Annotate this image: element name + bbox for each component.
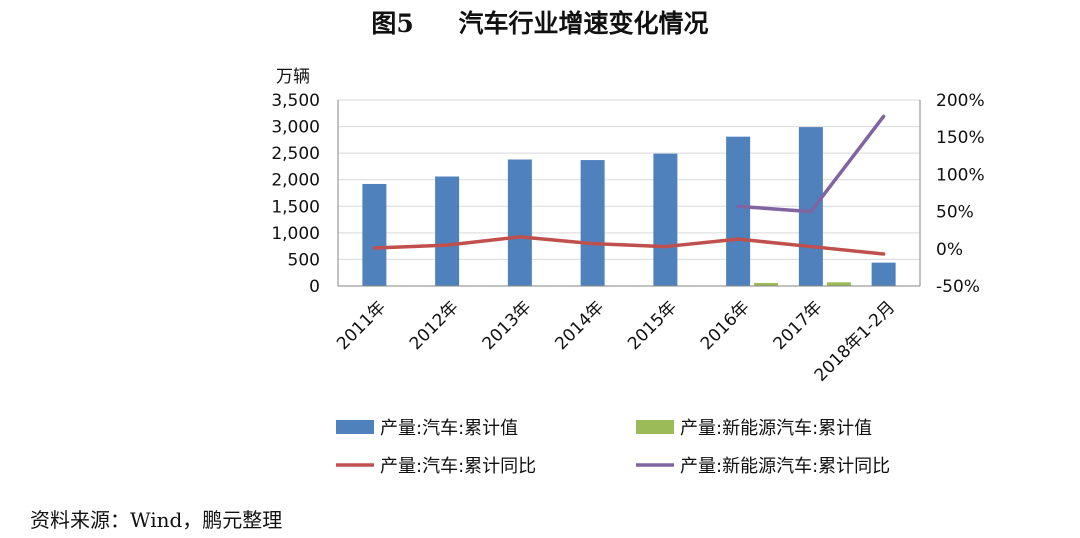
y-right-tick-label: 50% — [936, 203, 974, 223]
legend-label: 产量:汽车:累计值 — [380, 418, 518, 439]
source-note: 资料来源：Wind，鹏元整理 — [30, 508, 283, 532]
y-left-tick-label: 3,500 — [271, 91, 320, 111]
legend-swatch — [636, 420, 674, 434]
legend-label: 产量:汽车:累计同比 — [380, 456, 536, 477]
x-tick-label: 2016年 — [697, 297, 754, 354]
chart-title-text: 汽车行业增速变化情况 — [458, 9, 709, 38]
y-left-tick-label: 3,000 — [271, 118, 320, 138]
y-left-tick-label: 0 — [309, 277, 320, 297]
y-left-tick-label: 500 — [288, 250, 320, 270]
line-auto-yoy — [372, 235, 886, 256]
y-left-tick-label: 2,000 — [271, 171, 320, 191]
x-tick-label: 2012年 — [406, 297, 463, 354]
legend-swatch — [336, 420, 374, 434]
x-tick-label: 2015年 — [624, 297, 681, 354]
bar-nev-production — [826, 282, 851, 286]
bar-auto-production — [435, 176, 460, 286]
y-right-tick-label: -50% — [936, 277, 980, 297]
chart-title: 图5 汽车行业增速变化情况 — [0, 4, 1080, 40]
line-nev-yoy — [736, 114, 886, 214]
x-tick-label: 2013年 — [479, 297, 536, 354]
x-tick-label: 2014年 — [551, 297, 608, 354]
bar-auto-production — [507, 159, 532, 286]
y-left-tick-label: 1,000 — [271, 224, 320, 244]
y-right-tick-label: 150% — [936, 128, 985, 148]
y-right-tick-label: 200% — [936, 91, 985, 111]
bar-auto-production — [653, 153, 678, 286]
bar-auto-production — [362, 183, 387, 286]
y-left-tick-label: 1,500 — [271, 197, 320, 217]
bar-auto-production — [580, 160, 605, 286]
bar-auto-production — [871, 262, 896, 286]
legend-label: 产量:新能源汽车:累计同比 — [680, 456, 890, 477]
chart-title-number: 图5 — [371, 9, 414, 38]
x-tick-label: 2017年 — [770, 297, 827, 354]
legend-label: 产量:新能源汽车:累计值 — [680, 418, 872, 439]
x-tick-label: 2011年 — [333, 297, 390, 354]
y-right-tick-label: 100% — [936, 165, 985, 185]
bar-auto-production — [726, 136, 751, 286]
y-left-axis-unit: 万辆 — [276, 67, 310, 87]
y-right-tick-label: 0% — [936, 240, 963, 260]
bar-nev-production — [754, 283, 779, 286]
bar-auto-production — [798, 127, 823, 286]
y-left-tick-label: 2,500 — [271, 144, 320, 164]
